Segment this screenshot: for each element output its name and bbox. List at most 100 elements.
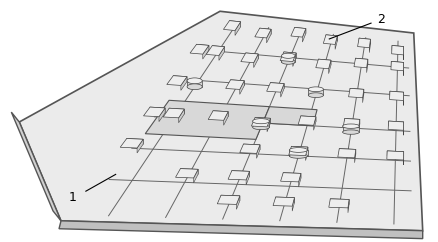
Polygon shape — [344, 119, 359, 124]
Polygon shape — [366, 59, 367, 73]
Polygon shape — [315, 59, 330, 69]
Polygon shape — [239, 144, 259, 153]
Polygon shape — [239, 81, 244, 94]
Polygon shape — [337, 149, 355, 158]
Polygon shape — [279, 52, 296, 61]
Polygon shape — [355, 58, 367, 64]
Polygon shape — [230, 80, 244, 86]
Polygon shape — [196, 44, 208, 50]
Ellipse shape — [252, 125, 269, 130]
Polygon shape — [145, 100, 269, 139]
Polygon shape — [280, 173, 300, 182]
Polygon shape — [245, 53, 258, 59]
Polygon shape — [202, 45, 208, 59]
Ellipse shape — [187, 78, 202, 84]
Polygon shape — [243, 144, 259, 150]
Polygon shape — [266, 83, 283, 92]
Polygon shape — [219, 47, 224, 60]
Ellipse shape — [307, 93, 323, 98]
Polygon shape — [252, 121, 269, 127]
Polygon shape — [259, 28, 271, 34]
Polygon shape — [289, 150, 307, 156]
Polygon shape — [217, 195, 239, 204]
Polygon shape — [229, 21, 240, 27]
Polygon shape — [236, 196, 239, 209]
Polygon shape — [231, 171, 249, 176]
Polygon shape — [386, 151, 403, 157]
Polygon shape — [234, 22, 240, 36]
Polygon shape — [270, 83, 283, 89]
Polygon shape — [357, 38, 370, 48]
Polygon shape — [354, 149, 355, 163]
Polygon shape — [225, 80, 244, 89]
Polygon shape — [292, 53, 296, 67]
Polygon shape — [325, 35, 336, 41]
Polygon shape — [175, 169, 198, 178]
Ellipse shape — [281, 59, 294, 64]
Polygon shape — [283, 173, 300, 178]
Polygon shape — [353, 58, 367, 68]
Ellipse shape — [307, 87, 323, 92]
Polygon shape — [190, 44, 208, 54]
Polygon shape — [137, 139, 143, 153]
Polygon shape — [318, 59, 330, 65]
Polygon shape — [329, 199, 348, 204]
Polygon shape — [254, 28, 271, 38]
Polygon shape — [347, 199, 348, 213]
Polygon shape — [254, 117, 270, 123]
Polygon shape — [212, 46, 224, 52]
Polygon shape — [173, 76, 187, 82]
Polygon shape — [228, 171, 249, 180]
Polygon shape — [300, 116, 315, 122]
Polygon shape — [307, 89, 323, 95]
Polygon shape — [272, 197, 294, 206]
Polygon shape — [294, 27, 305, 33]
Polygon shape — [349, 88, 363, 94]
Polygon shape — [388, 121, 403, 127]
Polygon shape — [391, 45, 403, 55]
Polygon shape — [342, 126, 359, 132]
Polygon shape — [334, 36, 336, 49]
Text: 1: 1 — [69, 191, 77, 204]
Polygon shape — [180, 169, 198, 174]
Ellipse shape — [289, 153, 307, 158]
Polygon shape — [212, 111, 228, 117]
Polygon shape — [163, 108, 184, 118]
Polygon shape — [391, 45, 403, 52]
Polygon shape — [298, 173, 300, 187]
Polygon shape — [187, 81, 202, 87]
Polygon shape — [246, 171, 249, 185]
Polygon shape — [358, 38, 370, 44]
Ellipse shape — [187, 84, 202, 90]
Polygon shape — [143, 107, 165, 117]
Polygon shape — [283, 52, 296, 58]
Polygon shape — [120, 138, 143, 148]
Polygon shape — [275, 197, 294, 203]
Polygon shape — [358, 119, 359, 133]
Polygon shape — [253, 54, 258, 68]
Polygon shape — [166, 76, 187, 85]
Polygon shape — [127, 138, 143, 144]
Polygon shape — [19, 11, 422, 231]
Polygon shape — [150, 107, 165, 113]
Polygon shape — [362, 89, 363, 103]
Polygon shape — [387, 121, 403, 130]
Polygon shape — [178, 109, 184, 123]
Polygon shape — [328, 60, 330, 74]
Polygon shape — [280, 84, 283, 97]
Polygon shape — [368, 39, 370, 53]
Polygon shape — [322, 35, 336, 45]
Text: 2: 2 — [376, 13, 384, 26]
Polygon shape — [193, 169, 198, 183]
Polygon shape — [159, 108, 165, 122]
Polygon shape — [169, 108, 184, 114]
Ellipse shape — [342, 130, 359, 134]
Polygon shape — [281, 56, 294, 62]
Polygon shape — [389, 91, 403, 97]
Polygon shape — [266, 118, 270, 132]
Ellipse shape — [289, 148, 307, 152]
Polygon shape — [348, 88, 363, 98]
Ellipse shape — [342, 124, 359, 128]
Polygon shape — [59, 221, 422, 239]
Ellipse shape — [281, 53, 294, 58]
